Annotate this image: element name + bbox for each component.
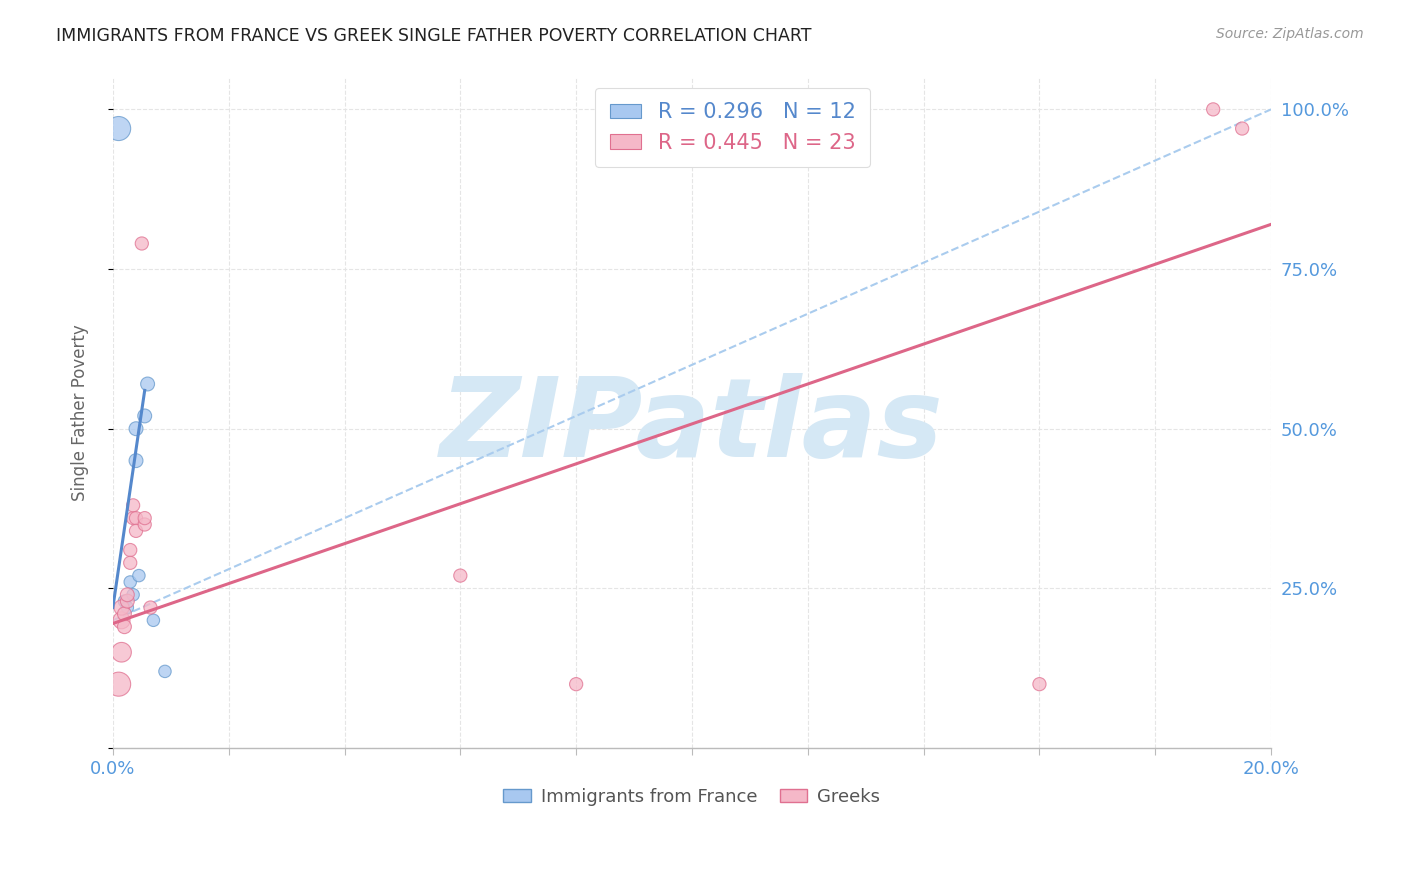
Point: [1230, 121, 1253, 136]
Point: [117, 588, 139, 602]
Point: [125, 511, 148, 525]
Point: [449, 568, 471, 582]
Point: [565, 677, 588, 691]
Point: [120, 543, 142, 558]
Text: Source: ZipAtlas.com: Source: ZipAtlas.com: [1216, 27, 1364, 41]
Point: [125, 422, 148, 436]
Y-axis label: Single Father Poverty: Single Father Poverty: [72, 325, 89, 501]
Point: [117, 594, 139, 608]
Point: [125, 524, 148, 538]
Point: [1202, 103, 1225, 117]
Text: IMMIGRANTS FROM FRANCE VS GREEK SINGLE FATHER POVERTY CORRELATION CHART: IMMIGRANTS FROM FRANCE VS GREEK SINGLE F…: [56, 27, 811, 45]
Point: [134, 511, 156, 525]
Point: [114, 594, 136, 608]
Point: [110, 613, 132, 627]
Text: ZIPatlas: ZIPatlas: [440, 373, 943, 480]
Point: [110, 645, 132, 659]
Point: [122, 511, 145, 525]
Legend: Immigrants from France, Greeks: Immigrants from France, Greeks: [496, 780, 887, 813]
Point: [122, 588, 145, 602]
Point: [114, 620, 136, 634]
Point: [107, 677, 129, 691]
Point: [134, 517, 156, 532]
Point: [153, 665, 176, 679]
Point: [125, 453, 148, 467]
Point: [142, 613, 165, 627]
Point: [120, 556, 142, 570]
Point: [117, 600, 139, 615]
Point: [131, 236, 153, 251]
Point: [122, 499, 145, 513]
Point: [139, 600, 162, 615]
Point: [120, 574, 142, 589]
Point: [134, 409, 156, 423]
Point: [114, 607, 136, 621]
Point: [110, 600, 132, 615]
Point: [136, 376, 159, 391]
Point: [1028, 677, 1050, 691]
Point: [107, 121, 129, 136]
Point: [128, 568, 150, 582]
